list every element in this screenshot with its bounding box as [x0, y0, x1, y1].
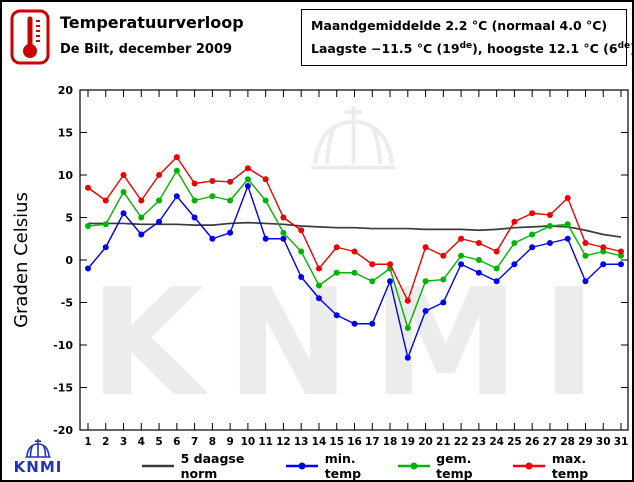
legend-swatch-norm [142, 464, 174, 468]
legend-swatch-min-temp [286, 462, 319, 470]
legend-item-gem-temp: gem. temp [396, 451, 512, 481]
legend-label: min. temp [324, 451, 362, 481]
svg-text:23: 23 [472, 436, 487, 448]
svg-text:18: 18 [383, 436, 398, 448]
knmi-logo: KNMI [12, 437, 64, 476]
legend-label: gem. temp [436, 451, 473, 481]
svg-text:7: 7 [191, 436, 198, 448]
knmi-logo-text: KNMI [13, 458, 63, 476]
summary-text: ) [630, 41, 632, 56]
series-5-daagse-norm [88, 221, 622, 238]
svg-text:10: 10 [241, 436, 256, 448]
legend-item-norm: 5 daagse norm [140, 451, 284, 481]
svg-text:8: 8 [209, 436, 216, 448]
svg-text:16: 16 [347, 436, 362, 448]
svg-text:-10: -10 [53, 339, 73, 352]
chart-legend: 5 daagse norm min. temp gem. temp max. t… [140, 451, 626, 480]
svg-text:6: 6 [173, 436, 180, 448]
legend-label: max. temp [551, 451, 589, 481]
legend-swatch-max-temp [513, 462, 546, 470]
thermometer-icon [10, 9, 50, 65]
svg-text:4: 4 [138, 436, 145, 448]
y-axis-label: Graden Celsius [11, 192, 32, 328]
svg-text:15: 15 [329, 436, 344, 448]
svg-text:10: 10 [58, 169, 74, 182]
svg-text:-15: -15 [53, 382, 73, 395]
series-gem-temp [85, 167, 624, 331]
svg-text:25: 25 [507, 436, 522, 448]
series-max-temp [85, 154, 624, 304]
svg-text:31: 31 [614, 436, 629, 448]
summary-line-extremes: Laagste −11.5 °C (19de), hoogste 12.1 °C… [311, 37, 632, 60]
svg-text:-20: -20 [53, 424, 73, 437]
svg-text:20: 20 [418, 436, 433, 448]
page-title: Temperatuurverloop [60, 13, 244, 32]
summary-text: ), hoogste 12.1 °C (6 [472, 41, 618, 57]
svg-text:14: 14 [312, 436, 327, 448]
svg-text:3: 3 [120, 436, 127, 448]
legend-item-min-temp: min. temp [284, 451, 395, 481]
svg-text:21: 21 [436, 436, 451, 448]
svg-text:19: 19 [400, 436, 415, 448]
svg-text:2: 2 [102, 436, 109, 448]
superscript: de [617, 40, 631, 51]
svg-text:1: 1 [84, 436, 91, 448]
svg-text:5: 5 [65, 212, 73, 225]
legend-label: 5 daagse norm [180, 451, 245, 481]
legend-swatch-gem-temp [397, 462, 430, 470]
svg-text:20: 20 [58, 84, 74, 97]
svg-text:11: 11 [258, 436, 273, 448]
svg-text:17: 17 [365, 436, 380, 448]
svg-text:9: 9 [226, 436, 233, 448]
summary-line-monthly-mean: Maandgemiddelde 2.2 °C (normaal 4.0 °C) [311, 18, 608, 33]
svg-text:28: 28 [560, 436, 575, 448]
superscript: de [459, 40, 473, 51]
svg-text:15: 15 [58, 127, 73, 140]
summary-box: Maandgemiddelde 2.2 °C (normaal 4.0 °C) … [301, 9, 632, 67]
summary-text: Laagste −11.5 °C (19 [311, 41, 460, 57]
page-subtitle: De Bilt, december 2009 [60, 42, 233, 57]
svg-text:22: 22 [454, 436, 469, 448]
series-min-temp [85, 183, 624, 361]
y-axis-ticks: -20 -15 -10 -5 0 5 10 15 20 [53, 84, 628, 437]
svg-text:13: 13 [294, 436, 309, 448]
svg-text:26: 26 [525, 436, 540, 448]
watermark-text: KNMI [90, 257, 619, 429]
crown-icon [25, 438, 51, 458]
svg-text:12: 12 [276, 436, 291, 448]
watermark: KNMI [90, 106, 619, 429]
svg-text:27: 27 [543, 436, 558, 448]
x-axis-ticks: 1 2 3 4 5 6 7 8 9 10 11 12 13 14 15 16 17 18 19 20 21 22 23 24 2… [84, 90, 628, 448]
svg-text:24: 24 [489, 436, 504, 448]
svg-text:-5: -5 [61, 297, 73, 310]
svg-text:29: 29 [578, 436, 593, 448]
svg-text:0: 0 [65, 254, 73, 267]
svg-text:30: 30 [596, 436, 611, 448]
legend-item-max-temp: max. temp [511, 451, 626, 481]
svg-text:5: 5 [155, 436, 162, 448]
header-titles: Temperatuurverloop De Bilt, december 200… [60, 13, 244, 57]
watermark-crown-icon [311, 106, 396, 170]
